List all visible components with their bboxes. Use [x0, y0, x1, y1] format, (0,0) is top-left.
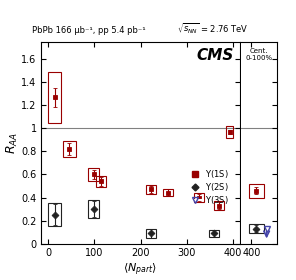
Legend: $\Upsilon$(1S), $\Upsilon$(2S), $\Upsilon$(3S): $\Upsilon$(1S), $\Upsilon$(2S), $\Upsilo…: [183, 165, 232, 210]
Bar: [214, 201, 224, 210]
Bar: [194, 193, 204, 202]
Text: PbPb 166 μb⁻¹, pp 5.4 pb⁻¹: PbPb 166 μb⁻¹, pp 5.4 pb⁻¹: [32, 26, 146, 35]
X-axis label: $\langle N_{part}\rangle$: $\langle N_{part}\rangle$: [123, 261, 158, 278]
Bar: [89, 200, 99, 218]
Y-axis label: $R_{AA}$: $R_{AA}$: [5, 132, 20, 154]
Bar: [226, 126, 233, 137]
Bar: [96, 176, 106, 187]
Bar: [89, 167, 99, 181]
Bar: [163, 190, 173, 196]
Bar: [209, 230, 219, 237]
Bar: [48, 72, 61, 123]
Text: Cent.
0-100%: Cent. 0-100%: [245, 48, 273, 61]
Bar: [249, 224, 263, 233]
Bar: [63, 141, 75, 157]
Bar: [146, 229, 156, 238]
Bar: [48, 203, 61, 226]
Text: CMS: CMS: [197, 48, 234, 63]
Text: $\sqrt{s_{NN}}$ = 2.76 TeV: $\sqrt{s_{NN}}$ = 2.76 TeV: [177, 22, 249, 35]
Bar: [146, 185, 156, 194]
Bar: [249, 184, 263, 197]
